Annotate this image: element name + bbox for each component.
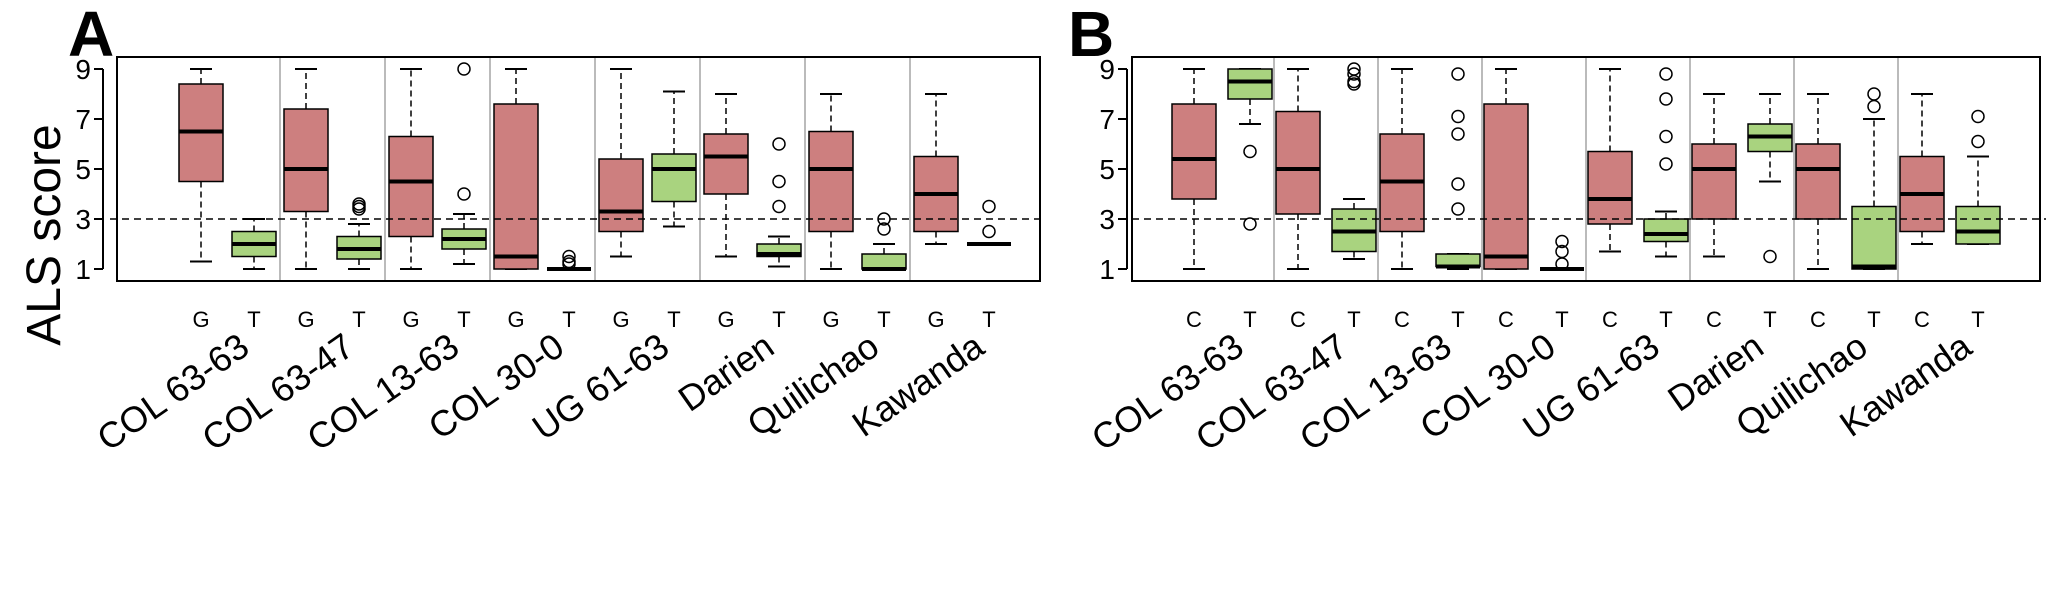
box-label: G	[927, 307, 944, 332]
box	[493, 103, 539, 270]
y-tick-label: 7	[75, 104, 91, 135]
box-label: T	[247, 307, 260, 332]
y-tick-label: 1	[75, 254, 91, 285]
box-label: C	[1498, 307, 1514, 332]
outlier-point	[1347, 62, 1361, 76]
box	[1483, 103, 1529, 270]
box-label: G	[717, 307, 734, 332]
box	[1171, 103, 1217, 200]
outlier-point	[1451, 127, 1465, 141]
outlier-point	[1555, 234, 1569, 249]
y-tick-label: 9	[1099, 54, 1115, 85]
box-label: C	[1706, 307, 1722, 332]
box	[1691, 143, 1737, 220]
outlier-point	[772, 174, 786, 189]
box	[651, 153, 697, 203]
outlier-point	[1971, 109, 1985, 124]
box-label: C	[1914, 307, 1930, 332]
outlier-point	[772, 199, 786, 214]
y-tick-label: 5	[75, 154, 91, 185]
y-tick-label: 5	[1099, 154, 1115, 185]
outlier-point	[1659, 67, 1673, 81]
outlier-point	[1763, 249, 1777, 264]
outlier-point	[1451, 67, 1465, 81]
box	[1227, 68, 1273, 100]
box	[1643, 218, 1689, 243]
box-label: G	[192, 307, 209, 332]
outlier-point	[562, 254, 576, 269]
box	[861, 253, 907, 270]
box-label: G	[822, 307, 839, 332]
box-label: C	[1810, 307, 1826, 332]
outlier-point	[1659, 129, 1673, 144]
y-tick-label: 3	[75, 204, 91, 235]
y-tick-label: 7	[1099, 104, 1115, 135]
plot-frame	[1131, 56, 2041, 282]
box-label: C	[1602, 307, 1618, 332]
box	[1275, 110, 1321, 215]
box-label: T	[1555, 307, 1568, 332]
outlier-point	[457, 187, 471, 201]
box	[1851, 205, 1897, 270]
box	[1955, 205, 2001, 245]
box-label: T	[877, 307, 890, 332]
box-label: C	[1394, 307, 1410, 332]
outlier-point	[982, 199, 996, 214]
box-label: T	[1243, 307, 1256, 332]
box-label: G	[507, 307, 524, 332]
box-label: T	[1763, 307, 1776, 332]
outlier-point	[1451, 109, 1465, 124]
box-label: T	[667, 307, 680, 332]
outlier-point	[1451, 177, 1465, 191]
box	[808, 130, 854, 233]
outlier-point	[1971, 134, 1985, 149]
outlier-point	[982, 224, 996, 239]
outlier-point	[562, 249, 576, 264]
y-tick-label: 9	[75, 54, 91, 85]
box-label: G	[612, 307, 629, 332]
box	[598, 158, 644, 233]
box	[1795, 143, 1841, 220]
outlier-point	[457, 62, 471, 76]
outlier-point	[1451, 202, 1465, 216]
y-axis-label: ALS score	[18, 124, 71, 345]
outlier-point	[1243, 217, 1257, 231]
box-label: G	[402, 307, 419, 332]
outlier-point	[1243, 144, 1257, 159]
outlier-point	[1659, 92, 1673, 106]
outlier-point	[1659, 157, 1673, 171]
box-label: T	[457, 307, 470, 332]
box	[1587, 150, 1633, 225]
y-tick-label: 1	[1099, 254, 1115, 285]
box-label: T	[772, 307, 785, 332]
outlier-point	[1555, 244, 1569, 259]
box-label: T	[562, 307, 575, 332]
outlier-point	[1867, 87, 1881, 101]
box-label: C	[1290, 307, 1306, 332]
panel-b-label: B	[1068, 0, 1114, 70]
box-label: T	[352, 307, 365, 332]
outlier-point	[1867, 99, 1881, 114]
box-label: T	[1867, 307, 1880, 332]
box-label: T	[1971, 307, 1984, 332]
box	[703, 133, 749, 195]
panel-a-label: A	[68, 0, 114, 70]
box-label: T	[1659, 307, 1672, 332]
y-tick-label: 3	[1099, 204, 1115, 235]
plot-frame	[116, 56, 1041, 282]
outlier-point	[352, 197, 366, 211]
outlier-point	[772, 137, 786, 151]
outlier-point	[877, 222, 891, 236]
box	[283, 108, 329, 213]
box-label: G	[297, 307, 314, 332]
box-label: T	[1347, 307, 1360, 332]
box-label: C	[1186, 307, 1202, 332]
box-label: T	[1451, 307, 1464, 332]
box-label: T	[982, 307, 995, 332]
outlier-point	[1347, 67, 1361, 81]
box	[388, 135, 434, 238]
